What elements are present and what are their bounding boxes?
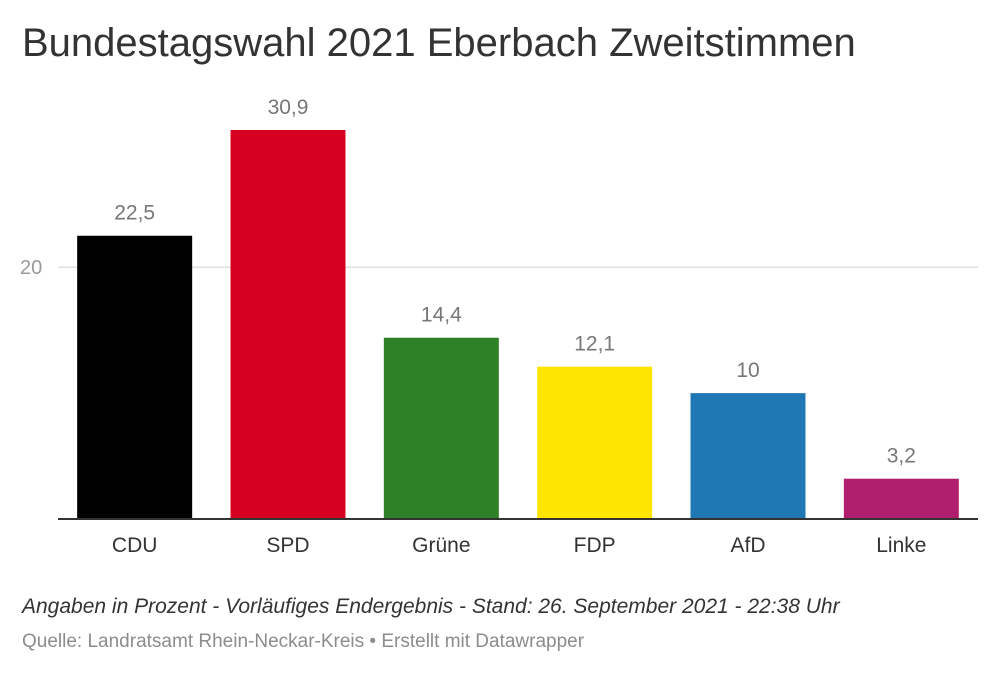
x-tick-label: AfD: [730, 534, 765, 557]
x-tick-label: Linke: [876, 534, 926, 557]
x-tick-label: SPD: [266, 534, 309, 557]
y-tick-label: 20: [20, 257, 42, 279]
data-label: 3,2: [887, 445, 916, 468]
chart-notes: Angaben in Prozent - Vorläufiges Enderge…: [22, 595, 840, 618]
chart-title: Bundestagswahl 2021 Eberbach Zweitstimme…: [22, 21, 856, 65]
bar-cdu: [77, 235, 193, 520]
bar-afd: [690, 393, 806, 519]
data-label: 14,4: [421, 304, 462, 327]
bar-spd: [230, 130, 346, 519]
data-label: 22,5: [114, 202, 155, 225]
x-tick-label: FDP: [574, 534, 616, 557]
x-tick-label: Grüne: [412, 534, 470, 557]
chart-source: Quelle: Landratsamt Rhein-Neckar-Kreis •…: [22, 631, 585, 652]
bar-linke: [843, 478, 959, 519]
bar-fdp: [537, 366, 653, 519]
x-tick-label: CDU: [112, 534, 158, 557]
data-label: 12,1: [574, 333, 615, 356]
bar-grüne: [383, 337, 499, 519]
data-label: 30,9: [268, 96, 309, 119]
data-label: 10: [736, 359, 759, 382]
bar-chart: 20 22,5 CDU 30,9 SPD 14,4 Grüne 12,1 FDP 10 AfD 3,2…: [20, 96, 978, 557]
